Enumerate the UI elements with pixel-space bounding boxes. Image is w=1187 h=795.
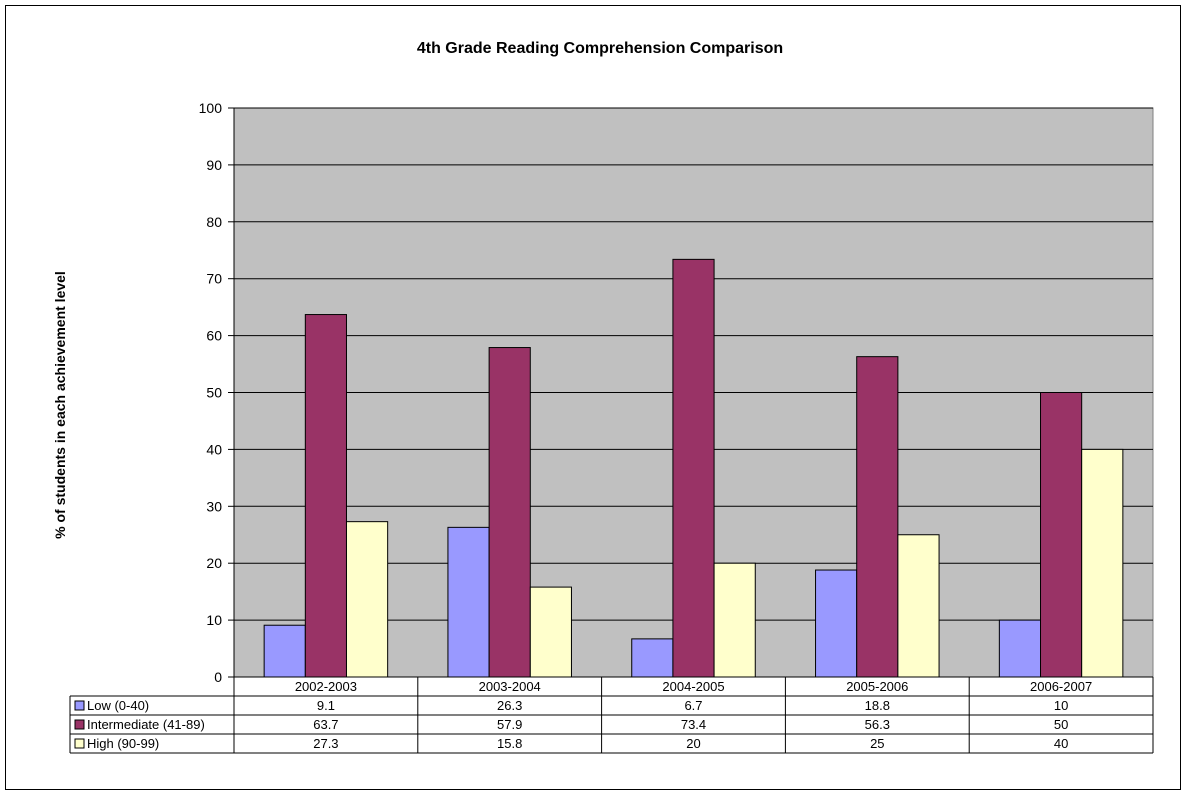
table-cell-value: 9.1 xyxy=(317,698,335,713)
y-tick-label: 20 xyxy=(206,555,222,571)
bar-high-2004-2005 xyxy=(713,562,756,678)
x-tick-label: 2006-2007 xyxy=(1030,679,1092,694)
bar-low-2005-2006 xyxy=(815,569,858,678)
bar-intermediate-2006-2007 xyxy=(1040,392,1083,678)
table-cell-value: 26.3 xyxy=(497,698,522,713)
bar-low-2006-2007 xyxy=(998,619,1042,678)
legend-swatch xyxy=(74,700,85,711)
table-cell-value: 18.8 xyxy=(865,698,890,713)
table-cell-value: 10 xyxy=(1054,698,1068,713)
table-cell-value: 40 xyxy=(1054,736,1068,751)
y-tick-label: 60 xyxy=(206,328,222,344)
bar-low-2004-2005 xyxy=(631,638,674,678)
bar-intermediate-2003-2004 xyxy=(488,347,531,678)
chart-title: 4th Grade Reading Comprehension Comparis… xyxy=(417,40,783,57)
table-cell-value: 15.8 xyxy=(497,736,522,751)
legend-swatch xyxy=(74,738,85,749)
table-cell-value: 73.4 xyxy=(681,717,706,732)
x-tick-label: 2005-2006 xyxy=(846,679,908,694)
bar-high-2005-2006 xyxy=(897,534,940,678)
x-tick-label: 2002-2003 xyxy=(295,679,357,694)
bar-low-2002-2003 xyxy=(263,624,306,678)
y-axis-title: % of students in each achievement level xyxy=(52,271,68,539)
bar-high-2002-2003 xyxy=(345,521,389,678)
data-table: 2002-2003 2003-2004 2004-2005 2005-2006 2006… xyxy=(69,676,1154,754)
table-cell-value: 25 xyxy=(870,736,884,751)
y-tick-label: 70 xyxy=(206,271,222,287)
legend-label: High (90-99) xyxy=(87,736,159,751)
table-cell-value: 57.9 xyxy=(497,717,522,732)
table-cell-value: 27.3 xyxy=(313,736,338,751)
bar-intermediate-2005-2006 xyxy=(856,356,899,678)
y-tick-label: 40 xyxy=(206,441,222,457)
y-tick-label: 90 xyxy=(206,157,222,173)
x-tick-label: 2004-2005 xyxy=(662,679,724,694)
y-tick-label: 50 xyxy=(206,385,222,401)
legend-label: Low (0-40) xyxy=(87,698,149,713)
y-tick-label: 100 xyxy=(199,100,223,116)
legend-label: Intermediate (41-89) xyxy=(87,717,205,732)
table-cell-value: 50 xyxy=(1054,717,1068,732)
bar-high-2006-2007 xyxy=(1081,448,1124,678)
bar-high-2003-2004 xyxy=(529,586,572,678)
x-tick-label: 2003-2004 xyxy=(479,679,541,694)
table-cell-value: 20 xyxy=(686,736,700,751)
y-tick-label: 30 xyxy=(206,498,222,514)
table-cell-value: 63.7 xyxy=(313,717,338,732)
table-cell-value: 6.7 xyxy=(684,698,702,713)
bar-intermediate-2004-2005 xyxy=(672,258,715,678)
bar-low-2003-2004 xyxy=(447,526,490,678)
y-tick-label: 80 xyxy=(206,214,222,230)
legend-swatch xyxy=(74,719,85,730)
table-cell-value: 56.3 xyxy=(865,717,890,732)
y-tick-label: 0 xyxy=(214,669,222,685)
plot-area: 0 10 20 30 40 50 60 70 80 90 100 xyxy=(199,100,1154,685)
bar-intermediate-2002-2003 xyxy=(304,314,347,678)
y-tick-label: 10 xyxy=(206,612,222,628)
